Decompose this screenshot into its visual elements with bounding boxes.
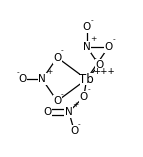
Text: -: -	[94, 55, 97, 61]
Bar	[95, 59, 104, 71]
Text: +: +	[46, 69, 52, 75]
Text: Tb: Tb	[79, 73, 94, 86]
Text: -: -	[112, 36, 115, 42]
Text: O: O	[105, 42, 113, 52]
Text: -: -	[90, 17, 93, 23]
Bar	[43, 106, 52, 118]
Bar	[38, 73, 47, 85]
Text: N: N	[65, 107, 73, 117]
Text: O: O	[70, 126, 79, 136]
Text: O: O	[44, 107, 52, 117]
Bar	[79, 91, 88, 103]
Bar	[64, 106, 73, 118]
Text: O: O	[95, 60, 103, 70]
Bar	[104, 41, 113, 53]
Bar	[80, 73, 93, 85]
Bar	[82, 41, 91, 53]
Bar	[53, 95, 62, 107]
Text: -: -	[78, 121, 81, 127]
Text: +: +	[90, 36, 97, 42]
Text: -: -	[61, 91, 64, 97]
Text: O: O	[83, 22, 91, 32]
Text: O: O	[53, 53, 61, 62]
Bar	[18, 73, 27, 85]
Text: N: N	[38, 74, 46, 84]
Text: O: O	[53, 96, 61, 106]
Bar	[82, 21, 91, 33]
Text: O: O	[18, 74, 26, 84]
Text: -: -	[61, 47, 64, 53]
Text: N: N	[83, 42, 91, 52]
Text: +++: +++	[93, 67, 115, 76]
Text: -: -	[88, 87, 90, 93]
Text: -: -	[17, 69, 20, 75]
Bar	[53, 51, 62, 64]
Bar	[70, 125, 79, 137]
Text: O: O	[80, 92, 88, 102]
Text: +: +	[73, 102, 79, 108]
